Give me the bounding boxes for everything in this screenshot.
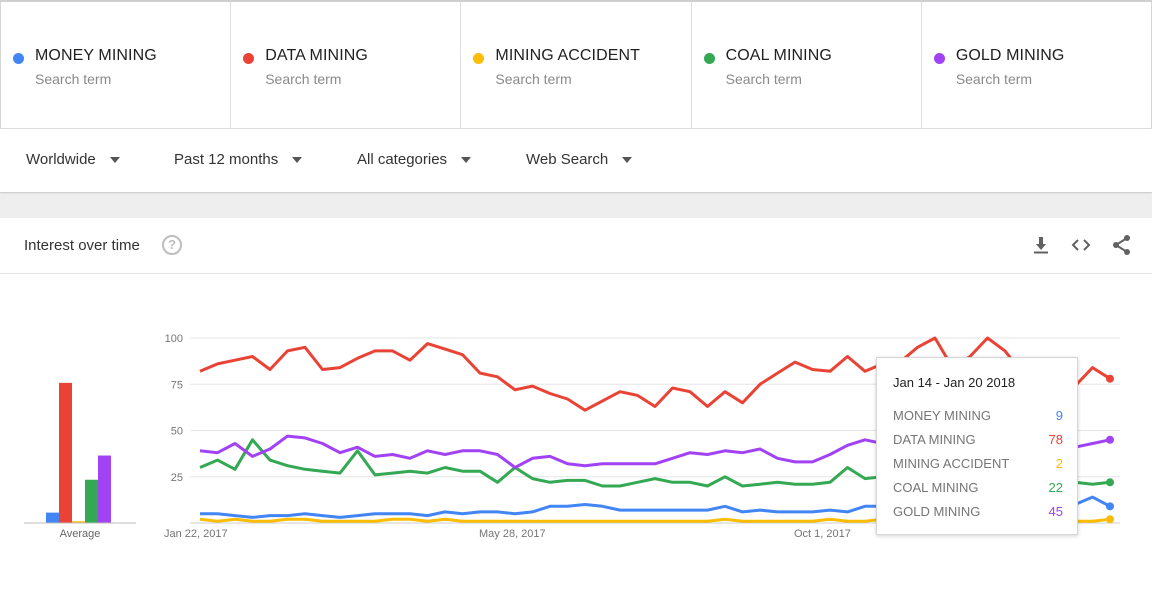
tooltip-row-value: 22 [1048, 480, 1063, 495]
search-term-subtitle: Search term [955, 71, 1033, 87]
filter-bar: Worldwide Past 12 months All categories … [0, 129, 1152, 193]
search-term-card-1[interactable]: DATA MINING Search term [230, 2, 460, 129]
series-end-point [1106, 435, 1114, 444]
chevron-down-icon [622, 156, 633, 163]
series-color-dot [243, 53, 255, 64]
search-term-card-2[interactable]: MINING ACCIDENT Search term [460, 2, 690, 129]
tooltip-row-value: 2 [1055, 456, 1063, 471]
embed-code-icon[interactable] [1070, 234, 1092, 256]
tooltip-row-value: 45 [1048, 504, 1063, 519]
average-bar [85, 479, 98, 523]
search-term-card-3[interactable]: COAL MINING Search term [690, 2, 921, 129]
card-header: Interest over time ? [0, 218, 1152, 274]
search-terms-bar: MONEY MINING Search term DATA MINING Sea… [0, 0, 1152, 129]
tooltip-row-label: MONEY MINING [893, 408, 991, 423]
series-end-point [1106, 515, 1114, 524]
search-term-name: DATA MINING [265, 47, 368, 64]
tooltip-row-label: GOLD MINING [893, 504, 981, 519]
tooltip-row: MONEY MINING 9 [893, 408, 1063, 426]
series-end-point [1106, 478, 1114, 487]
search-term-card-0[interactable]: MONEY MINING Search term [0, 2, 230, 129]
search-term-subtitle: Search term [495, 71, 572, 87]
series-color-dot [13, 53, 24, 64]
region-dropdown[interactable]: Worldwide [26, 151, 120, 168]
help-circle-icon[interactable]: ? [162, 235, 182, 255]
series-end-point [1106, 374, 1114, 383]
tooltip-row-value: 78 [1048, 432, 1063, 447]
time-range-dropdown-label: Past 12 months [174, 151, 279, 168]
chevron-down-icon [109, 156, 120, 163]
average-label: Average [60, 528, 101, 540]
tooltip-row: COAL MINING 22 [893, 480, 1063, 498]
y-tick-label: 100 [165, 333, 183, 345]
tooltip-row: MINING ACCIDENT 2 [893, 456, 1063, 474]
x-tick-label: Oct 1, 2017 [794, 528, 851, 540]
tooltip-row-label: MINING ACCIDENT [893, 456, 1010, 471]
series-color-dot [703, 53, 715, 64]
category-dropdown[interactable]: All categories [357, 151, 472, 168]
section-divider [0, 194, 1152, 218]
region-dropdown-label: Worldwide [26, 151, 96, 168]
average-bar [46, 512, 59, 523]
tooltip-row: GOLD MINING 45 [893, 504, 1063, 522]
tooltip-row-label: DATA MINING [893, 432, 976, 447]
average-bar [59, 382, 72, 523]
average-bar-chart: Average [24, 382, 136, 540]
tooltip-row-label: COAL MINING [893, 480, 979, 495]
search-term-card-4[interactable]: GOLD MINING Search term [920, 2, 1152, 129]
series-end-point [1106, 502, 1114, 511]
download-icon[interactable] [1030, 234, 1052, 256]
search-term-name: MINING ACCIDENT [495, 47, 641, 64]
search-term-name: GOLD MINING [955, 47, 1065, 64]
series-color-dot [933, 53, 945, 64]
average-bar [98, 455, 111, 523]
search-type-dropdown-label: Web Search [526, 151, 609, 168]
x-tick-label: May 28, 2017 [479, 528, 546, 540]
search-term-subtitle: Search term [265, 71, 342, 87]
tooltip-row-value: 9 [1055, 408, 1063, 423]
card-title: Interest over time [24, 237, 140, 254]
y-tick-label: 50 [171, 426, 183, 438]
tooltip-row: DATA MINING 78 [893, 432, 1063, 450]
tooltip-date: Jan 14 - Jan 20 2018 [893, 375, 1016, 390]
chevron-down-icon [292, 156, 303, 163]
search-type-dropdown[interactable]: Web Search [526, 151, 633, 168]
search-term-name: MONEY MINING [35, 47, 157, 64]
time-range-dropdown[interactable]: Past 12 months [174, 151, 303, 168]
chevron-down-icon [461, 156, 472, 163]
search-term-subtitle: Search term [35, 71, 112, 87]
hover-tooltip: Jan 14 - Jan 20 2018 MONEY MINING 9 DATA… [876, 357, 1078, 535]
average-bar [72, 521, 85, 523]
series-color-dot [473, 53, 485, 64]
y-tick-label: 25 [171, 472, 183, 484]
category-dropdown-label: All categories [357, 151, 448, 168]
search-term-name: COAL MINING [725, 47, 832, 64]
share-icon[interactable] [1111, 234, 1133, 256]
search-term-subtitle: Search term [725, 71, 802, 87]
x-tick-label: Jan 22, 2017 [164, 528, 228, 540]
y-tick-label: 75 [171, 379, 183, 391]
